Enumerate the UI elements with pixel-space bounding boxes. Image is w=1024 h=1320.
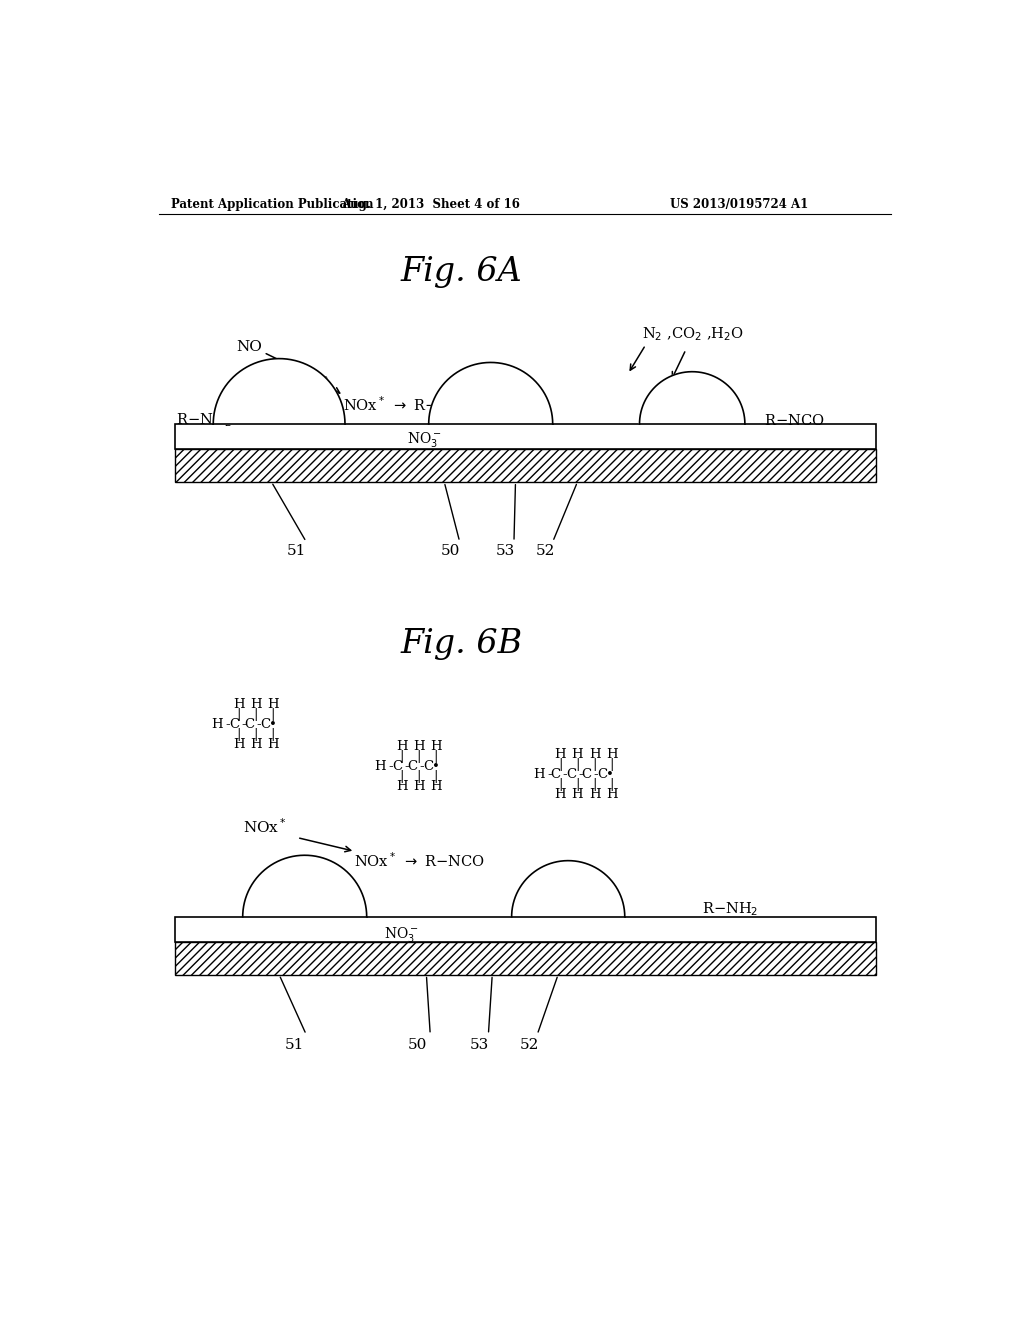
Text: NOx$^*$ $\rightarrow$ R$-$NCO: NOx$^*$ $\rightarrow$ R$-$NCO <box>354 851 484 870</box>
Text: H: H <box>430 741 441 754</box>
Text: C: C <box>423 760 433 774</box>
Text: C: C <box>582 768 592 781</box>
Text: 52: 52 <box>520 1039 540 1052</box>
Text: H: H <box>532 768 545 781</box>
Text: H: H <box>233 698 245 711</box>
Text: 50: 50 <box>440 544 460 558</box>
Text: -: - <box>579 768 583 781</box>
Text: US 2013/0195724 A1: US 2013/0195724 A1 <box>671 198 809 211</box>
Text: |: | <box>433 770 438 783</box>
Text: -: - <box>547 768 552 781</box>
Text: R$-$NH$_2$: R$-$NH$_2$ <box>176 412 232 429</box>
Text: -: - <box>388 760 393 774</box>
Text: NO$_2$: NO$_2$ <box>297 370 330 387</box>
Text: •: • <box>269 718 276 731</box>
Text: H: H <box>211 718 223 731</box>
Text: R$-$NCO: R$-$NCO <box>764 413 824 428</box>
Text: |: | <box>417 750 421 763</box>
Text: H: H <box>413 780 424 793</box>
Bar <box>174 942 876 974</box>
Text: Aug. 1, 2013  Sheet 4 of 16: Aug. 1, 2013 Sheet 4 of 16 <box>341 198 520 211</box>
Text: NO: NO <box>237 341 262 354</box>
Text: NO$_3^-$: NO$_3^-$ <box>407 430 441 449</box>
Text: NOx$^*$ $\rightarrow$ R$-$NCO: NOx$^*$ $\rightarrow$ R$-$NCO <box>343 396 474 414</box>
Text: H: H <box>571 788 584 801</box>
Text: H: H <box>589 748 600 760</box>
Text: H: H <box>250 738 262 751</box>
Text: H: H <box>267 698 279 711</box>
Text: H: H <box>555 748 566 760</box>
Text: H: H <box>395 741 408 754</box>
Text: 52: 52 <box>536 544 555 558</box>
Polygon shape <box>243 855 367 917</box>
Text: |: | <box>417 770 421 783</box>
Text: -: - <box>594 768 598 781</box>
Text: H: H <box>555 788 566 801</box>
Text: C: C <box>392 760 402 774</box>
Text: C: C <box>408 760 418 774</box>
Text: -: - <box>403 760 409 774</box>
Text: H: H <box>267 738 279 751</box>
Text: |: | <box>609 758 613 771</box>
Text: 53: 53 <box>469 1039 488 1052</box>
Bar <box>174 424 876 449</box>
Text: H: H <box>233 738 245 751</box>
Text: -: - <box>563 768 567 781</box>
Text: C: C <box>551 768 561 781</box>
Text: H: H <box>606 748 617 760</box>
Text: H: H <box>374 760 386 774</box>
Polygon shape <box>512 861 625 917</box>
Text: N$_2$ ,CO$_2$ ,H$_2$O: N$_2$ ,CO$_2$ ,H$_2$O <box>642 325 743 343</box>
Text: -: - <box>242 718 246 731</box>
Text: Patent Application Publication: Patent Application Publication <box>171 198 373 211</box>
Text: |: | <box>558 758 563 771</box>
Text: |: | <box>399 750 403 763</box>
Text: -: - <box>225 718 230 731</box>
Text: -: - <box>420 760 424 774</box>
Polygon shape <box>429 363 553 424</box>
Text: C: C <box>260 718 270 731</box>
Text: |: | <box>237 727 241 741</box>
Text: |: | <box>609 777 613 791</box>
Text: •: • <box>432 760 439 774</box>
Text: H: H <box>571 748 584 760</box>
Text: C: C <box>566 768 577 781</box>
Text: |: | <box>592 758 597 771</box>
Text: NO$_3^-$: NO$_3^-$ <box>384 925 419 944</box>
Text: H: H <box>606 788 617 801</box>
Text: C: C <box>229 718 240 731</box>
Text: |: | <box>270 708 275 721</box>
Bar <box>174 450 876 482</box>
Text: 51: 51 <box>287 544 306 558</box>
Text: NOx$^*$: NOx$^*$ <box>243 817 287 836</box>
Text: |: | <box>433 750 438 763</box>
Text: H: H <box>589 788 600 801</box>
Text: Fig. 6A: Fig. 6A <box>400 256 522 288</box>
Text: |: | <box>575 758 580 771</box>
Text: R$-$NH$_2$: R$-$NH$_2$ <box>701 900 758 917</box>
Text: |: | <box>270 727 275 741</box>
Text: |: | <box>558 777 563 791</box>
Text: •: • <box>606 768 614 781</box>
Text: |: | <box>592 777 597 791</box>
Text: 50: 50 <box>409 1039 428 1052</box>
Text: 51: 51 <box>285 1039 304 1052</box>
Text: 53: 53 <box>496 544 515 558</box>
Text: H: H <box>395 780 408 793</box>
Text: -: - <box>257 718 261 731</box>
Text: |: | <box>575 777 580 791</box>
Polygon shape <box>213 359 345 424</box>
Text: |: | <box>254 708 258 721</box>
Text: H: H <box>413 741 424 754</box>
Text: |: | <box>399 770 403 783</box>
Text: C: C <box>597 768 607 781</box>
Text: Fig. 6B: Fig. 6B <box>400 627 522 660</box>
Text: H: H <box>250 698 262 711</box>
Text: C: C <box>245 718 255 731</box>
Bar <box>174 917 876 942</box>
Polygon shape <box>640 372 744 424</box>
Text: |: | <box>254 727 258 741</box>
Text: H: H <box>430 780 441 793</box>
Text: |: | <box>237 708 241 721</box>
